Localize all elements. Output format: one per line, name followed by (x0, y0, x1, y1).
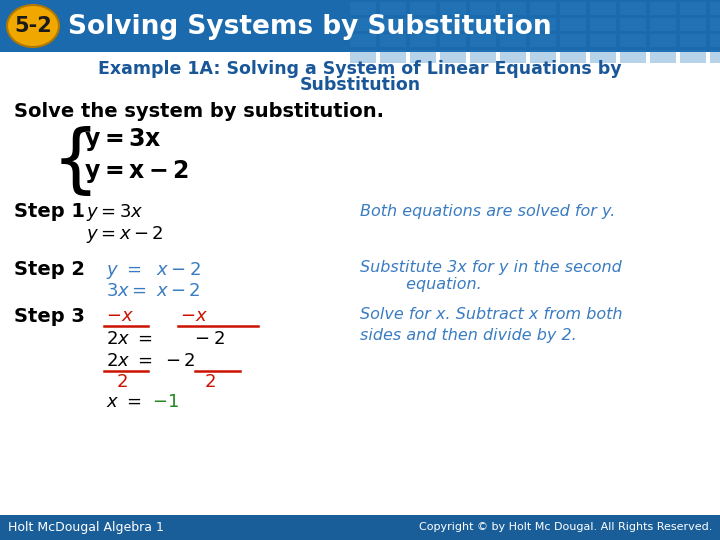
Text: Both equations are solved for y.: Both equations are solved for y. (360, 204, 616, 219)
FancyBboxPatch shape (530, 50, 556, 63)
Text: Substitute 3x for y in the second
         equation.: Substitute 3x for y in the second equati… (360, 260, 622, 292)
FancyBboxPatch shape (620, 18, 646, 31)
FancyBboxPatch shape (0, 52, 720, 515)
Text: Solve the system by substitution.: Solve the system by substitution. (14, 102, 384, 121)
FancyBboxPatch shape (500, 2, 526, 15)
FancyBboxPatch shape (0, 515, 720, 540)
FancyBboxPatch shape (440, 2, 466, 15)
FancyBboxPatch shape (530, 18, 556, 31)
Text: $-x$: $-x$ (180, 307, 208, 325)
FancyBboxPatch shape (350, 2, 376, 15)
Text: Solve for x. Subtract x from both
sides and then divide by 2.: Solve for x. Subtract x from both sides … (360, 307, 623, 343)
FancyBboxPatch shape (680, 50, 706, 63)
FancyBboxPatch shape (380, 2, 406, 15)
FancyBboxPatch shape (410, 2, 436, 15)
FancyBboxPatch shape (710, 50, 720, 63)
Text: Step 2: Step 2 (14, 260, 85, 279)
FancyBboxPatch shape (410, 50, 436, 63)
FancyBboxPatch shape (710, 18, 720, 31)
FancyBboxPatch shape (350, 34, 376, 47)
Text: Copyright © by Holt Mc Dougal. All Rights Reserved.: Copyright © by Holt Mc Dougal. All Right… (418, 523, 712, 532)
FancyBboxPatch shape (560, 2, 586, 15)
Text: $3x = \ x - 2$: $3x = \ x - 2$ (106, 282, 201, 300)
FancyBboxPatch shape (680, 18, 706, 31)
FancyBboxPatch shape (620, 34, 646, 47)
Text: $2x\ =\ -2$: $2x\ =\ -2$ (106, 352, 196, 370)
Text: $\mathbf{y = x - 2}$: $\mathbf{y = x - 2}$ (84, 158, 189, 185)
Text: Step 1: Step 1 (14, 202, 85, 221)
FancyBboxPatch shape (590, 34, 616, 47)
FancyBboxPatch shape (680, 34, 706, 47)
Text: Solving Systems by Substitution: Solving Systems by Substitution (68, 14, 552, 39)
Text: $-x$: $-x$ (106, 307, 134, 325)
FancyBboxPatch shape (620, 2, 646, 15)
FancyBboxPatch shape (500, 18, 526, 31)
FancyBboxPatch shape (560, 50, 586, 63)
FancyBboxPatch shape (650, 18, 676, 31)
Text: $x\ =\ $: $x\ =\ $ (106, 393, 142, 411)
FancyBboxPatch shape (590, 50, 616, 63)
Text: $-1$: $-1$ (152, 393, 179, 411)
Ellipse shape (7, 5, 59, 47)
Text: $y\ =\ \ x - 2$: $y\ =\ \ x - 2$ (106, 260, 201, 281)
FancyBboxPatch shape (560, 18, 586, 31)
FancyBboxPatch shape (590, 18, 616, 31)
FancyBboxPatch shape (350, 50, 376, 63)
Text: Example 1A: Solving a System of Linear Equations by: Example 1A: Solving a System of Linear E… (98, 60, 622, 78)
FancyBboxPatch shape (500, 34, 526, 47)
Text: $y = 3x$: $y = 3x$ (86, 202, 143, 223)
FancyBboxPatch shape (440, 50, 466, 63)
FancyBboxPatch shape (470, 34, 496, 47)
FancyBboxPatch shape (680, 2, 706, 15)
Text: $\mathbf{y = 3x}$: $\mathbf{y = 3x}$ (84, 126, 162, 153)
FancyBboxPatch shape (560, 34, 586, 47)
Text: $2$: $2$ (204, 373, 216, 391)
FancyBboxPatch shape (710, 34, 720, 47)
Text: Holt McDougal Algebra 1: Holt McDougal Algebra 1 (8, 521, 164, 534)
FancyBboxPatch shape (620, 50, 646, 63)
FancyBboxPatch shape (380, 34, 406, 47)
FancyBboxPatch shape (530, 34, 556, 47)
Text: 5-2: 5-2 (14, 17, 52, 37)
FancyBboxPatch shape (710, 2, 720, 15)
FancyBboxPatch shape (650, 50, 676, 63)
FancyBboxPatch shape (380, 50, 406, 63)
FancyBboxPatch shape (650, 34, 676, 47)
FancyBboxPatch shape (590, 2, 616, 15)
Text: {: { (52, 126, 100, 199)
Text: $2x\ =\ \ \ \ \ \ -2$: $2x\ =\ \ \ \ \ \ -2$ (106, 330, 225, 348)
FancyBboxPatch shape (530, 2, 556, 15)
FancyBboxPatch shape (440, 34, 466, 47)
FancyBboxPatch shape (350, 18, 376, 31)
FancyBboxPatch shape (650, 2, 676, 15)
Text: Substitution: Substitution (300, 76, 420, 94)
FancyBboxPatch shape (410, 34, 436, 47)
FancyBboxPatch shape (470, 2, 496, 15)
FancyBboxPatch shape (470, 18, 496, 31)
FancyBboxPatch shape (470, 50, 496, 63)
Text: $2$: $2$ (116, 373, 127, 391)
FancyBboxPatch shape (500, 50, 526, 63)
Text: $y = x - 2$: $y = x - 2$ (86, 224, 163, 245)
FancyBboxPatch shape (410, 18, 436, 31)
Text: Step 3: Step 3 (14, 307, 85, 326)
FancyBboxPatch shape (380, 18, 406, 31)
FancyBboxPatch shape (0, 0, 720, 52)
FancyBboxPatch shape (440, 18, 466, 31)
